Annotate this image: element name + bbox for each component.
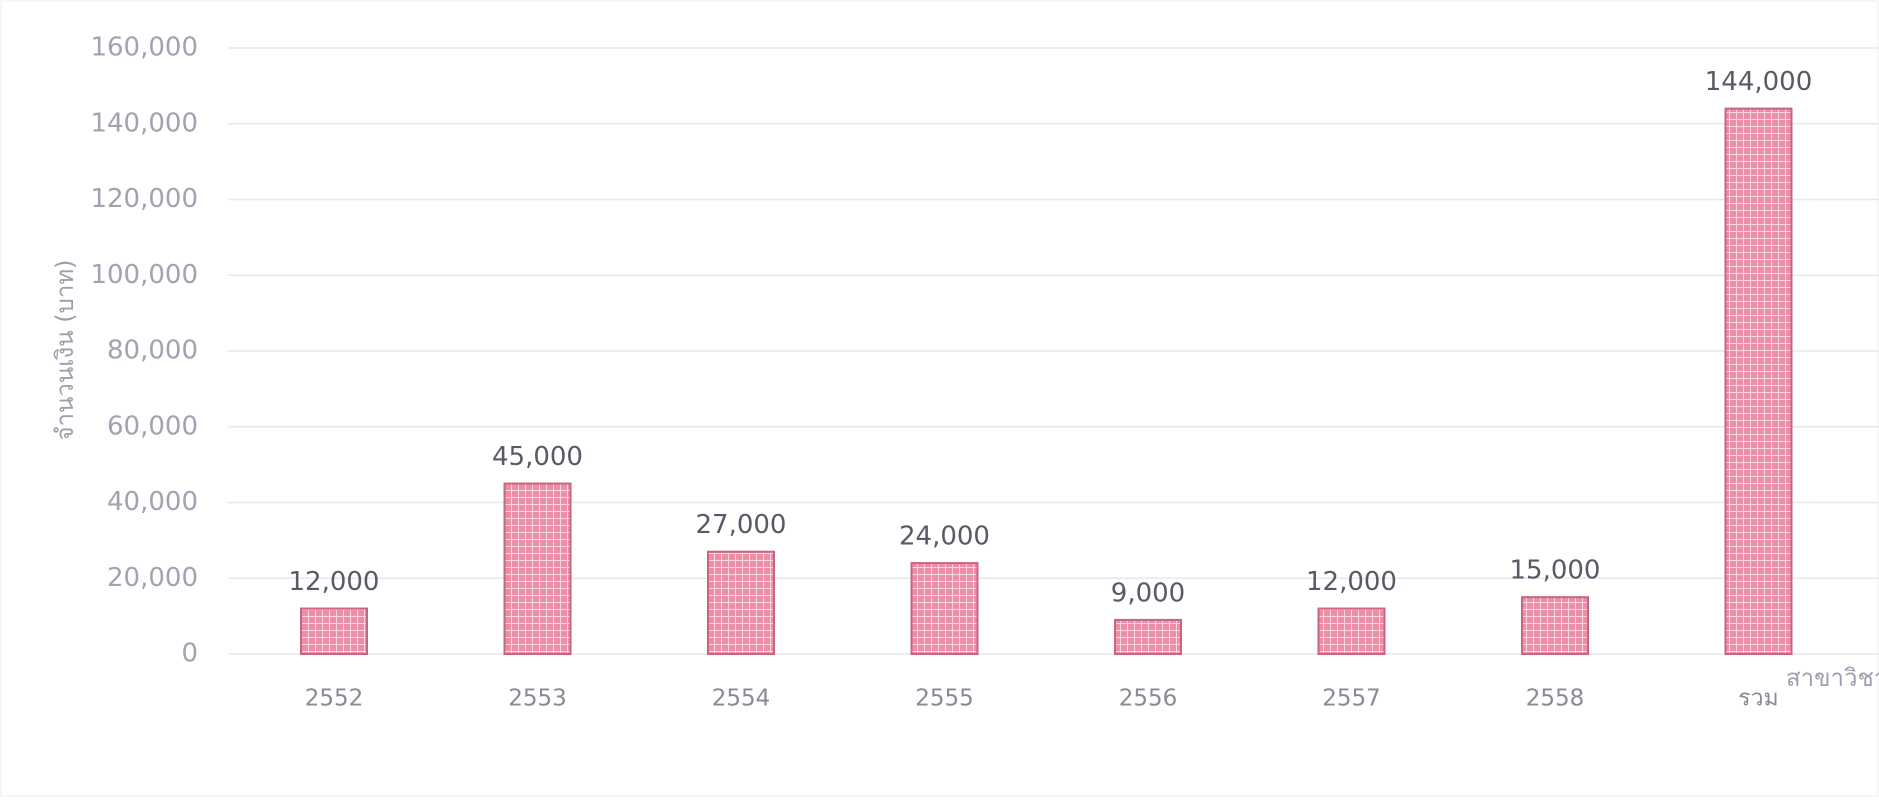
y-axis-label: จำนวนเงิน (บาท) (51, 259, 79, 440)
x-tick-label: 2553 (508, 686, 567, 712)
value-label: 144,000 (1705, 67, 1813, 97)
bar (910, 562, 979, 655)
x-tick-label: 2558 (1526, 686, 1585, 712)
x-tick-label: 2554 (712, 686, 771, 712)
y-tick-label: 160,000 (90, 33, 198, 63)
value-label: 27,000 (696, 510, 787, 540)
bar (707, 550, 775, 655)
value-label: 15,000 (1510, 556, 1601, 586)
y-tick-label: 20,000 (107, 563, 198, 593)
bar (1317, 607, 1386, 655)
y-tick-label: 80,000 (107, 336, 198, 366)
bar (300, 607, 368, 655)
x-tick-label: 2557 (1322, 686, 1381, 712)
y-tick-label: 0 (181, 639, 198, 669)
y-tick-label: 100,000 (90, 260, 198, 290)
value-label: 45,000 (492, 442, 583, 472)
bar (1114, 618, 1182, 655)
value-label: 12,000 (289, 567, 380, 597)
y-tick-label: 40,000 (107, 487, 198, 517)
y-tick-label: 140,000 (90, 108, 198, 138)
value-label: 12,000 (1306, 567, 1397, 597)
bar (503, 482, 572, 655)
x-tick-label: 2552 (305, 686, 364, 712)
bar (1521, 596, 1589, 655)
y-tick-label: 120,000 (90, 184, 198, 214)
x-tick-label: รวม (1738, 686, 1778, 712)
value-label: 9,000 (1111, 578, 1185, 608)
value-label: 24,000 (899, 522, 990, 552)
x-tick-label: 2556 (1119, 686, 1178, 712)
y-tick-label: 60,000 (107, 411, 198, 441)
x-axis-label: สาขาวิชา (1786, 664, 1879, 692)
x-tick-label: 2555 (915, 686, 974, 712)
bar (1724, 107, 1793, 656)
